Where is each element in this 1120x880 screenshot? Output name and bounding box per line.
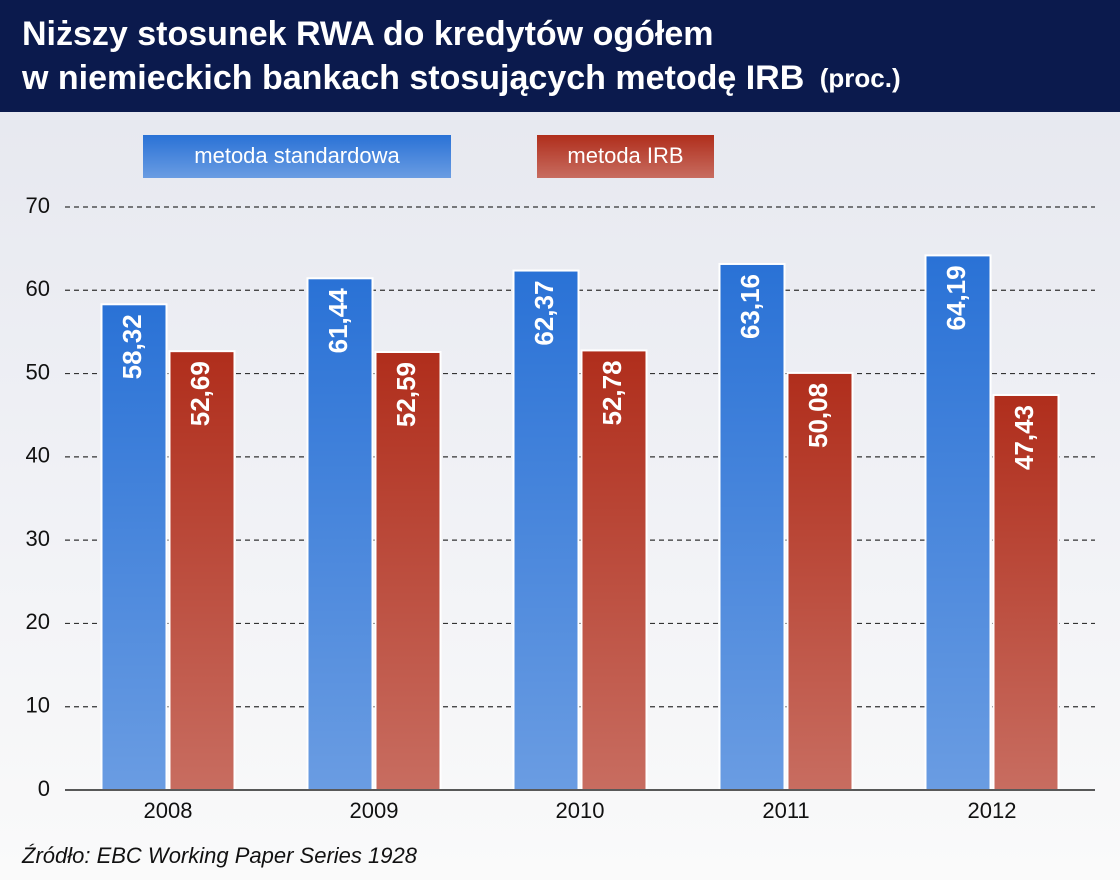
y-tick-label: 40 [26, 443, 50, 468]
chart-title: w niemieckich bankach stosujących metodę… [21, 59, 901, 97]
bar-shine [376, 353, 440, 789]
bar-shine [102, 305, 166, 789]
y-tick-label: 20 [26, 609, 50, 634]
y-tick-label: 70 [26, 193, 50, 218]
bar-shine [788, 373, 852, 789]
value-label: 52,59 [391, 362, 421, 427]
y-tick-label: 0 [38, 776, 50, 801]
x-tick-label: 2011 [762, 798, 809, 823]
x-tick-label: 2009 [350, 798, 399, 823]
x-tick-label: 2012 [968, 798, 1017, 823]
y-tick-label: 30 [26, 526, 50, 551]
value-label: 50,08 [803, 383, 833, 448]
legend-label: metoda standardowa [194, 143, 400, 168]
value-label: 58,32 [117, 314, 147, 379]
bar-shine [994, 395, 1058, 789]
bar-shine [308, 279, 372, 789]
x-tick-label: 2010 [556, 798, 605, 823]
y-tick-label: 60 [26, 276, 50, 301]
y-tick-label: 10 [26, 693, 50, 718]
title-line: Niższy stosunek RWA do kredytów ogółem [22, 15, 713, 53]
legend-shine [537, 135, 714, 178]
value-label: 63,16 [735, 274, 765, 339]
unit: (proc.) [820, 63, 901, 93]
title-line: w niemieckich bankach stosujących metodę… [21, 59, 804, 97]
bar-shine [514, 271, 578, 789]
bar-shine [582, 351, 646, 789]
y-tick-label: 50 [26, 359, 50, 384]
chart-title: Niższy stosunek RWA do kredytów ogółem [22, 15, 713, 53]
bar-shine [170, 352, 234, 789]
header [0, 0, 1120, 112]
source: Źródło: EBC Working Paper Series 1928 [21, 843, 418, 868]
legend-label: metoda IRB [567, 143, 683, 168]
value-label: 47,43 [1009, 405, 1039, 470]
bar-shine [720, 264, 784, 790]
bar-shine [926, 256, 990, 789]
value-label: 52,69 [185, 361, 215, 426]
legend-shine [143, 135, 451, 178]
value-label: 62,37 [529, 281, 559, 346]
value-label: 64,19 [941, 265, 971, 330]
value-label: 61,44 [323, 288, 353, 354]
value-label: 52,78 [597, 360, 627, 425]
x-tick-label: 2008 [144, 798, 193, 823]
